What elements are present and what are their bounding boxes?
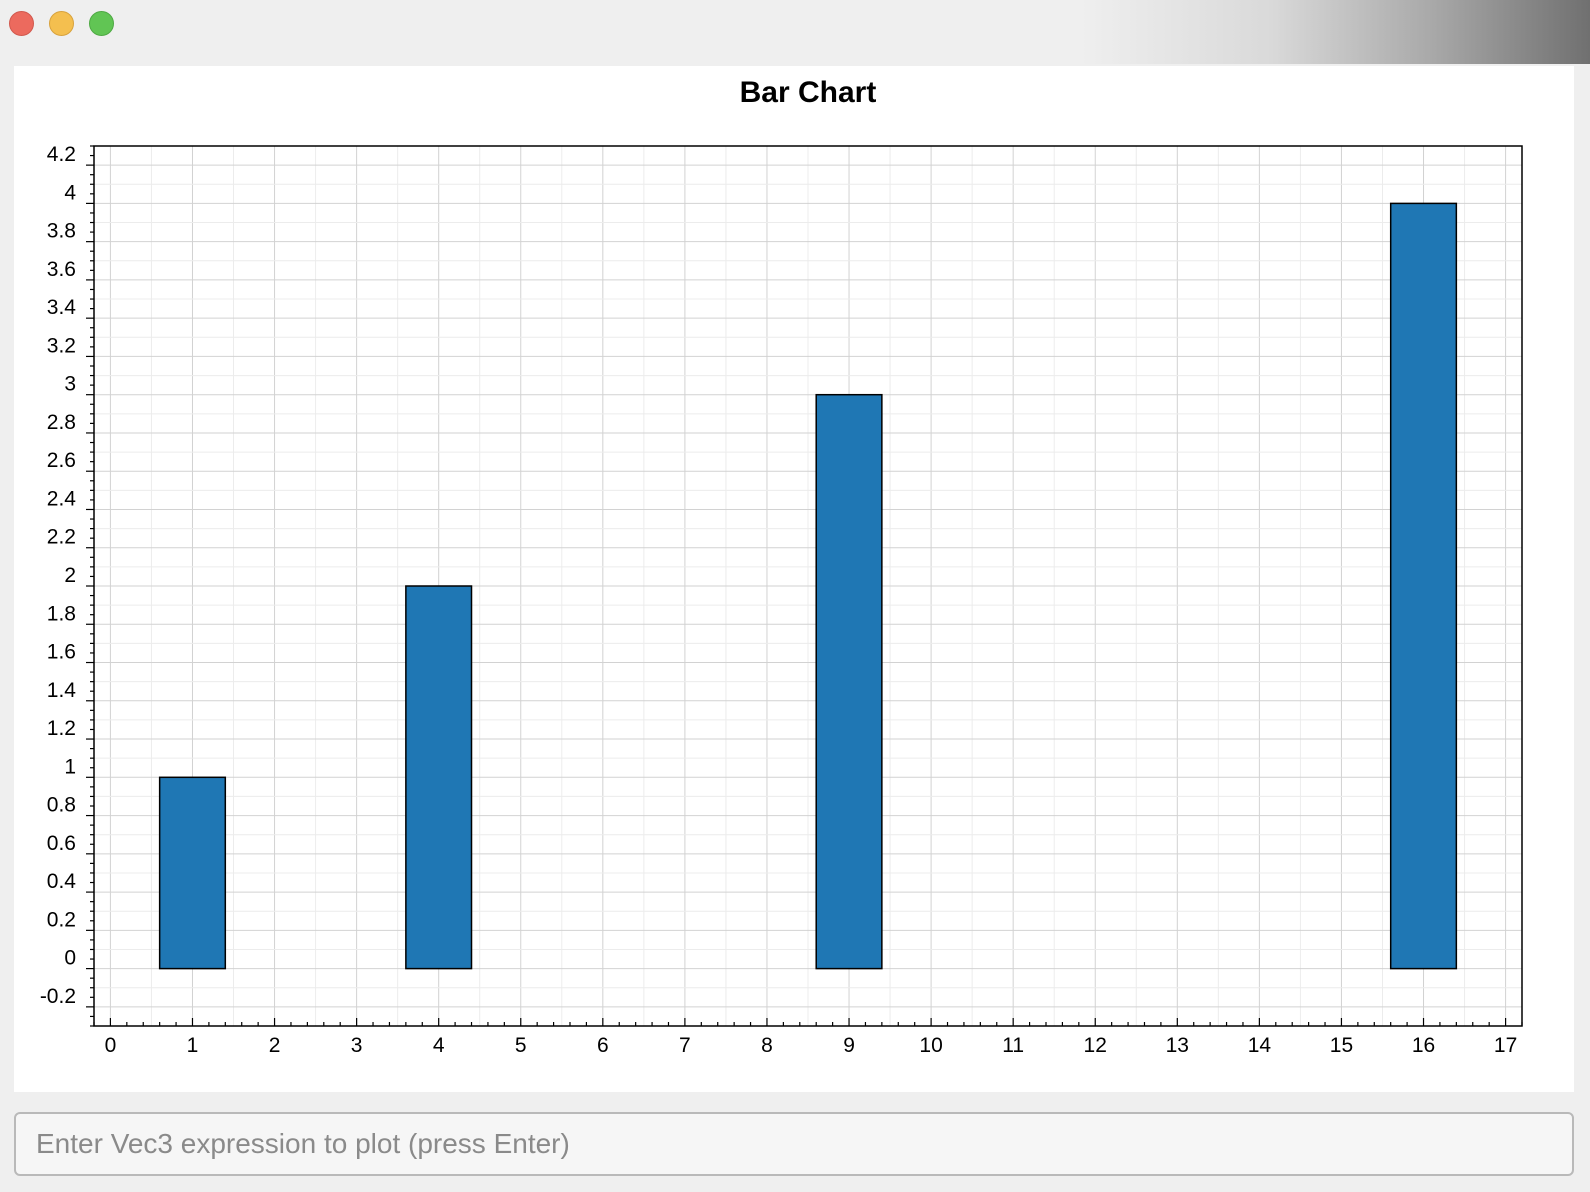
y-tick-label: 2.4 [47, 487, 77, 510]
title-bar [0, 0, 1590, 64]
y-tick-label: 2.8 [47, 411, 76, 434]
y-tick-label: 1.8 [47, 602, 76, 625]
x-tick-label: 9 [843, 1034, 855, 1057]
y-tick-label: 4 [64, 181, 76, 204]
y-tick-label: 0 [64, 947, 76, 970]
y-tick-label: 3.2 [47, 334, 76, 357]
x-tick-label: 6 [597, 1034, 609, 1057]
y-tick-label: 0.8 [47, 794, 76, 817]
y-tick-label: 4.2 [47, 143, 76, 166]
y-tick-label: 2.2 [47, 526, 76, 549]
close-window-button[interactable] [9, 11, 34, 36]
x-tick-label: 8 [761, 1034, 773, 1057]
y-tick-label: 2.6 [47, 449, 76, 472]
x-tick-label: 1 [187, 1034, 199, 1057]
y-tick-label: 0.6 [47, 832, 76, 855]
x-tick-label: 7 [679, 1034, 691, 1057]
y-tick-label: 3 [64, 373, 76, 396]
x-tick-label: 10 [919, 1034, 942, 1057]
y-tick-label: 1.2 [47, 717, 76, 740]
y-tick-label: -0.2 [40, 985, 76, 1008]
x-tick-label: 2 [269, 1034, 281, 1057]
y-tick-label: 3.6 [47, 258, 76, 281]
x-tick-label: 16 [1412, 1034, 1435, 1057]
bar [815, 393, 883, 970]
x-tick-label: 4 [433, 1034, 445, 1057]
y-tick-label: 1.4 [47, 679, 77, 702]
bar [1389, 202, 1458, 970]
y-tick-label: 1.6 [47, 641, 76, 664]
x-tick-label: 17 [1494, 1034, 1517, 1057]
bar [405, 585, 473, 970]
minimize-window-button[interactable] [49, 11, 74, 36]
maximize-window-button[interactable] [89, 11, 114, 36]
y-tick-label: 2 [64, 564, 76, 587]
x-tick-label: 3 [351, 1034, 363, 1057]
x-tick-label: 11 [1002, 1034, 1024, 1057]
bar [158, 776, 227, 970]
x-tick-label: 15 [1330, 1034, 1353, 1057]
y-tick-label: 0.2 [47, 908, 76, 931]
chart-title: Bar Chart [740, 76, 877, 109]
x-tick-label: 5 [515, 1034, 527, 1057]
x-tick-label: 14 [1248, 1034, 1272, 1057]
x-tick-label: 13 [1166, 1034, 1189, 1057]
y-tick-label: 0.4 [47, 870, 77, 893]
y-tick-label: 3.8 [47, 220, 76, 243]
expression-input[interactable] [14, 1112, 1574, 1176]
y-tick-label: 3.4 [47, 296, 77, 319]
x-tick-label: 12 [1084, 1034, 1107, 1057]
plot-panel: Bar Chart 0 1 2 3 4 5 6 7 8 9 10 11 12 13 14 15 16 17 -0.2 0… [14, 66, 1574, 1092]
x-tick-label: 0 [105, 1034, 117, 1057]
y-tick-label: 1 [64, 755, 76, 778]
